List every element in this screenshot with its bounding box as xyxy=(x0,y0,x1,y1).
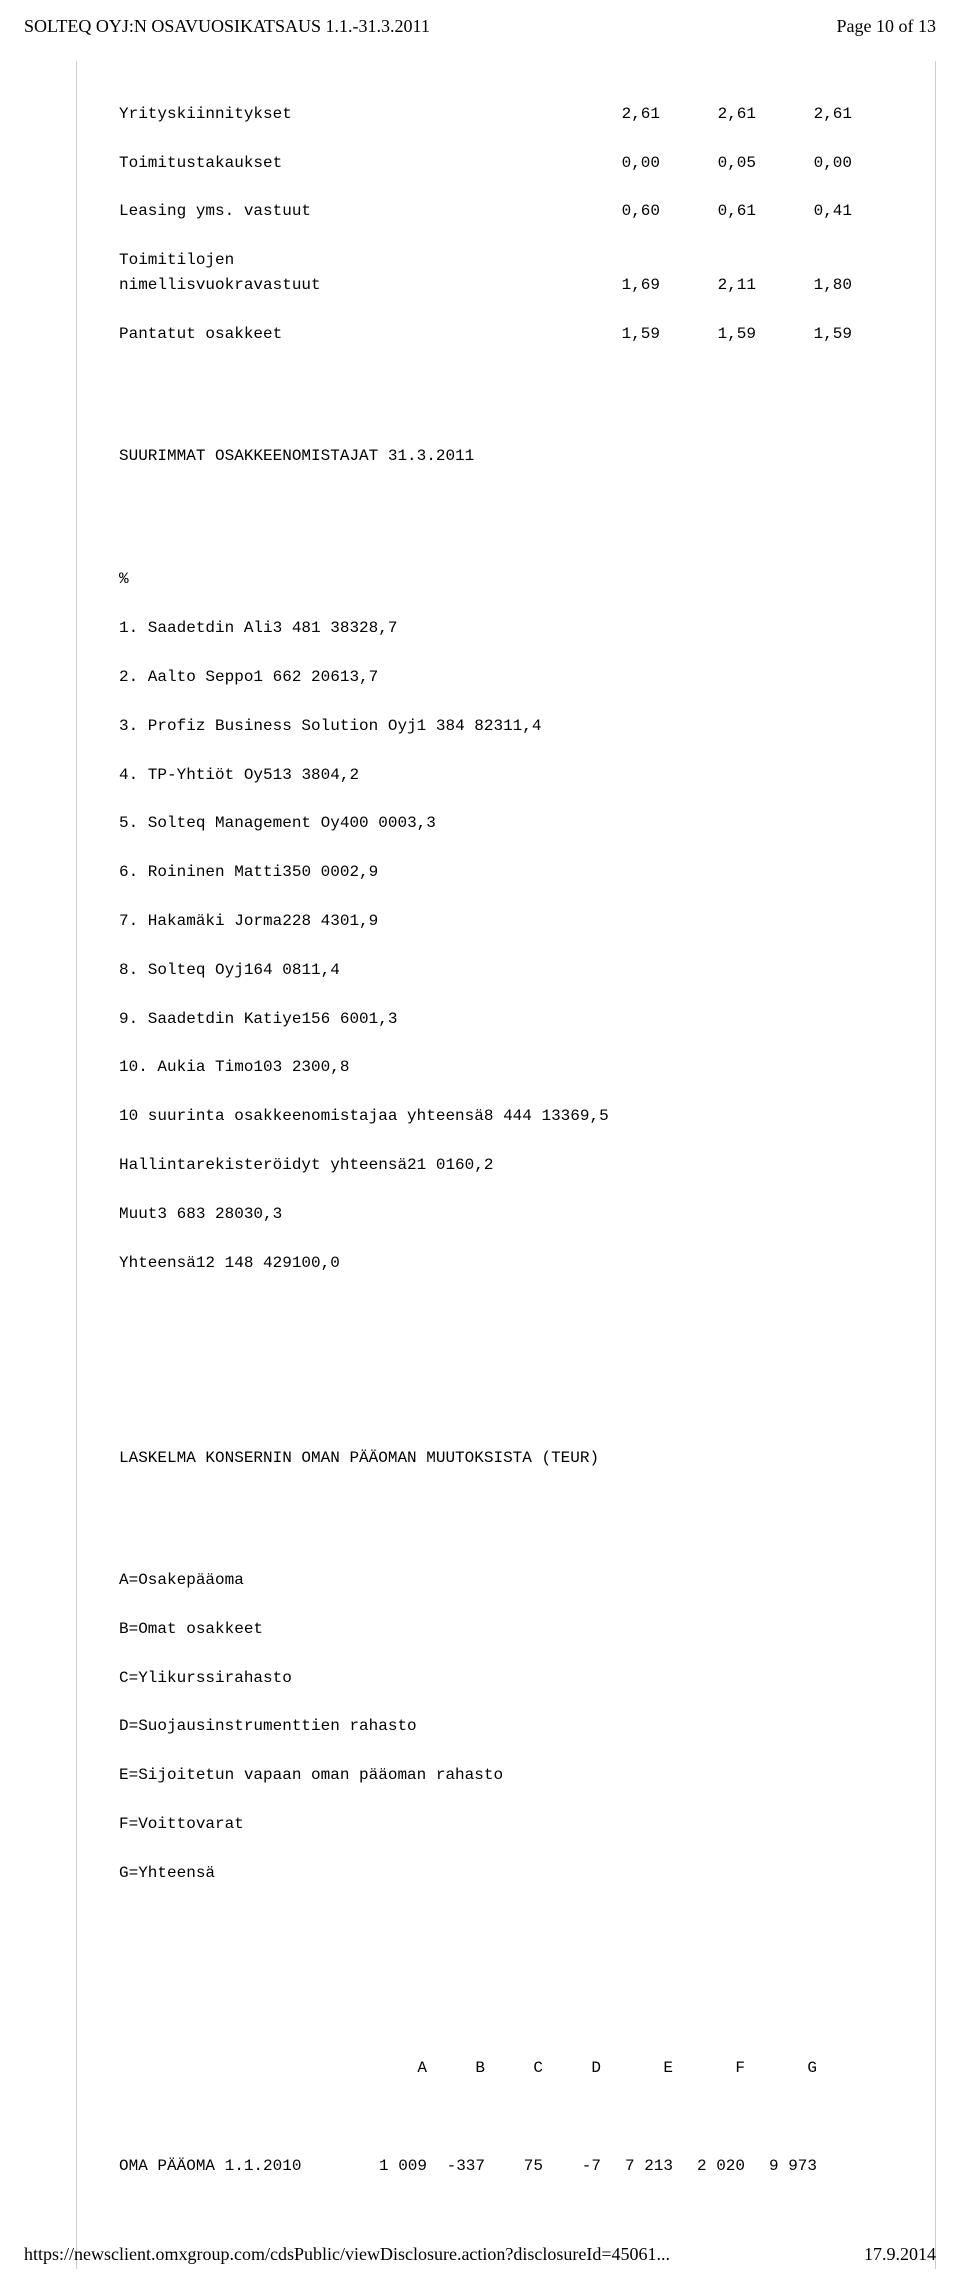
legend-line: F=Voittovarat xyxy=(119,1812,907,1837)
table-row: Toimitustakaukset0,000,050,00 xyxy=(119,151,907,176)
table-row: nimellisvuokravastuut1,692,111,80 xyxy=(119,273,907,298)
equity-header-row: A B C D E F G xyxy=(119,2056,907,2081)
table-row: Yhteensä12 148 429100,0 xyxy=(119,1251,907,1276)
legend-line: A=Osakepääoma xyxy=(119,1568,907,1593)
section-title-shareholders: SUURIMMAT OSAKKEENOMISTAJAT 31.3.2011 xyxy=(119,444,907,469)
table-row: Toimitilojen xyxy=(119,248,907,273)
table-row: 7. Hakamäki Jorma228 4301,9 xyxy=(119,909,907,934)
table-row: 8. Solteq Oyj164 0811,4 xyxy=(119,958,907,983)
legend-line: G=Yhteensä xyxy=(119,1861,907,1886)
table-row: Yrityskiinnitykset2,612,612,61 xyxy=(119,102,907,127)
document-body: Yrityskiinnitykset2,612,612,61 Toimitusta… xyxy=(76,61,936,2269)
table-row: 5. Solteq Management Oy400 0003,3 xyxy=(119,811,907,836)
table-row: 1. Saadetdin Ali3 481 38328,7 xyxy=(119,616,907,641)
table-row: 2. Aalto Seppo1 662 20613,7 xyxy=(119,665,907,690)
table-row: 9. Saadetdin Katiye156 6001,3 xyxy=(119,1007,907,1032)
table-row: 10. Aukia Timo103 2300,8 xyxy=(119,1055,907,1080)
table-row: 10 suurinta osakkeenomistajaa yhteensä8 … xyxy=(119,1104,907,1129)
legend-line: D=Suojausinstrumenttien rahasto xyxy=(119,1714,907,1739)
footer-date: 17.9.2014 xyxy=(864,2244,936,2265)
table-row: Muut3 683 28030,3 xyxy=(119,1202,907,1227)
table-row: Hallintarekisteröidyt yhteensä21 0160,2 xyxy=(119,1153,907,1178)
equity-data-row: OMA PÄÄOMA 1.1.2010 1 009 -337 75 -7 7 2… xyxy=(119,2154,907,2179)
table-row: 6. Roininen Matti350 0002,9 xyxy=(119,860,907,885)
page-number: Page 10 of 13 xyxy=(837,16,936,37)
table-row: Pantatut osakkeet1,591,591,59 xyxy=(119,322,907,347)
legend-line: C=Ylikurssirahasto xyxy=(119,1666,907,1691)
pct-header: % xyxy=(119,570,129,588)
table-row: 4. TP-Yhtiöt Oy513 3804,2 xyxy=(119,763,907,788)
legend-line: E=Sijoitetun vapaan oman pääoman rahasto xyxy=(119,1763,907,1788)
footer-url: https://newsclient.omxgroup.com/cdsPubli… xyxy=(24,2244,670,2265)
page-title: SOLTEQ OYJ:N OSAVUOSIKATSAUS 1.1.-31.3.2… xyxy=(24,16,430,37)
table-row: 3. Profiz Business Solution Oyj1 384 823… xyxy=(119,714,907,739)
table-row: Leasing yms. vastuut0,600,610,41 xyxy=(119,199,907,224)
legend-line: B=Omat osakkeet xyxy=(119,1617,907,1642)
section-title-equity: LASKELMA KONSERNIN OMAN PÄÄOMAN MUUTOKSI… xyxy=(119,1446,907,1471)
